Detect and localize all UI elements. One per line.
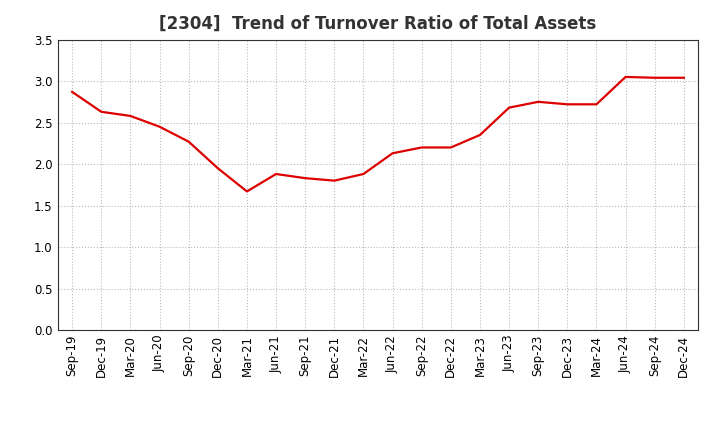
Title: [2304]  Trend of Turnover Ratio of Total Assets: [2304] Trend of Turnover Ratio of Total … [159,15,597,33]
